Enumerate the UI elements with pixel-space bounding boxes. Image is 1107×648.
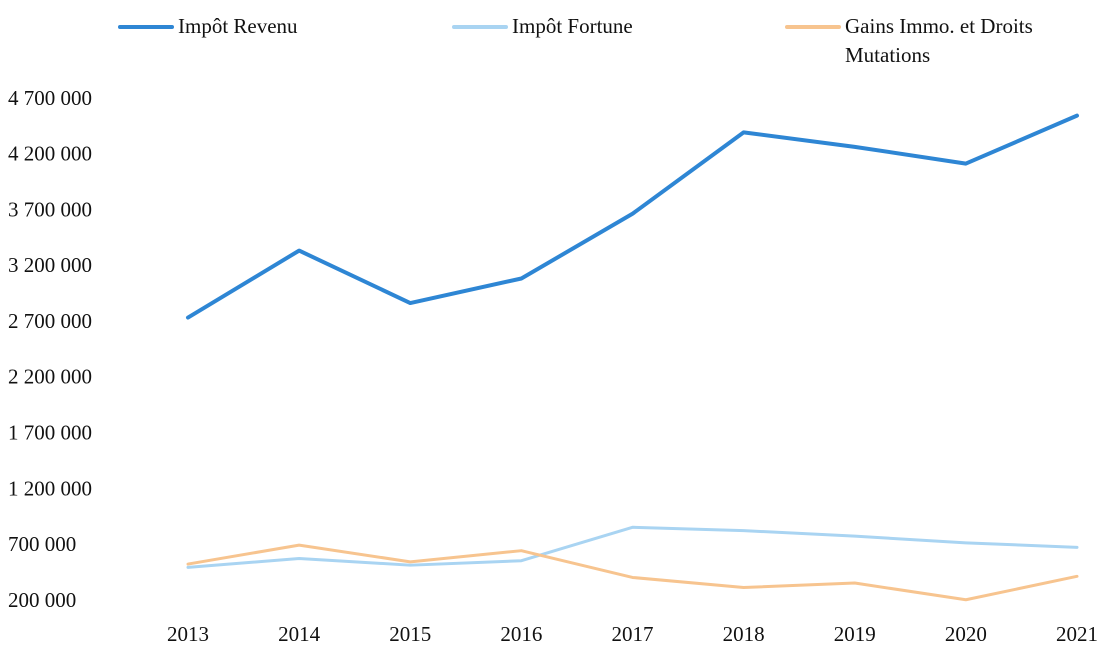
y-tick-label: 3 200 000	[8, 253, 92, 277]
y-tick-label: 2 200 000	[8, 365, 92, 389]
y-tick-label: 2 700 000	[8, 309, 92, 333]
x-tick-label: 2015	[389, 622, 431, 646]
legend-item: Impôt Fortune	[452, 12, 772, 41]
legend-label: Impôt Revenu	[178, 14, 298, 38]
x-tick-label: 2017	[612, 622, 654, 646]
y-tick-label: 200 000	[8, 588, 76, 612]
series-line	[186, 113, 1079, 320]
series-line	[186, 525, 1079, 569]
legend-swatch	[118, 25, 174, 29]
legend-swatch	[785, 25, 841, 29]
x-tick-label: 2014	[278, 622, 321, 646]
x-tick-label: 2020	[945, 622, 987, 646]
x-tick-label: 2021	[1056, 622, 1098, 646]
legend-swatch	[452, 25, 508, 29]
legend-item: Impôt Revenu	[118, 12, 438, 41]
x-tick-label: 2019	[834, 622, 876, 646]
y-tick-label: 4 700 000	[8, 86, 92, 110]
y-tick-label: 1 700 000	[8, 420, 92, 444]
x-tick-label: 2013	[167, 622, 209, 646]
series-line	[186, 543, 1079, 602]
x-tick-label: 2016	[500, 622, 542, 646]
legend-item: Gains Immo. et Droits Mutations	[785, 12, 1045, 70]
legend-label: Gains Immo. et Droits Mutations	[845, 14, 1033, 67]
y-tick-label: 3 700 000	[8, 197, 92, 221]
y-tick-label: 700 000	[8, 532, 76, 556]
x-tick-label: 2018	[723, 622, 765, 646]
y-tick-label: 4 200 000	[8, 142, 92, 166]
legend-label: Impôt Fortune	[512, 14, 633, 38]
y-tick-label: 1 200 000	[8, 476, 92, 500]
